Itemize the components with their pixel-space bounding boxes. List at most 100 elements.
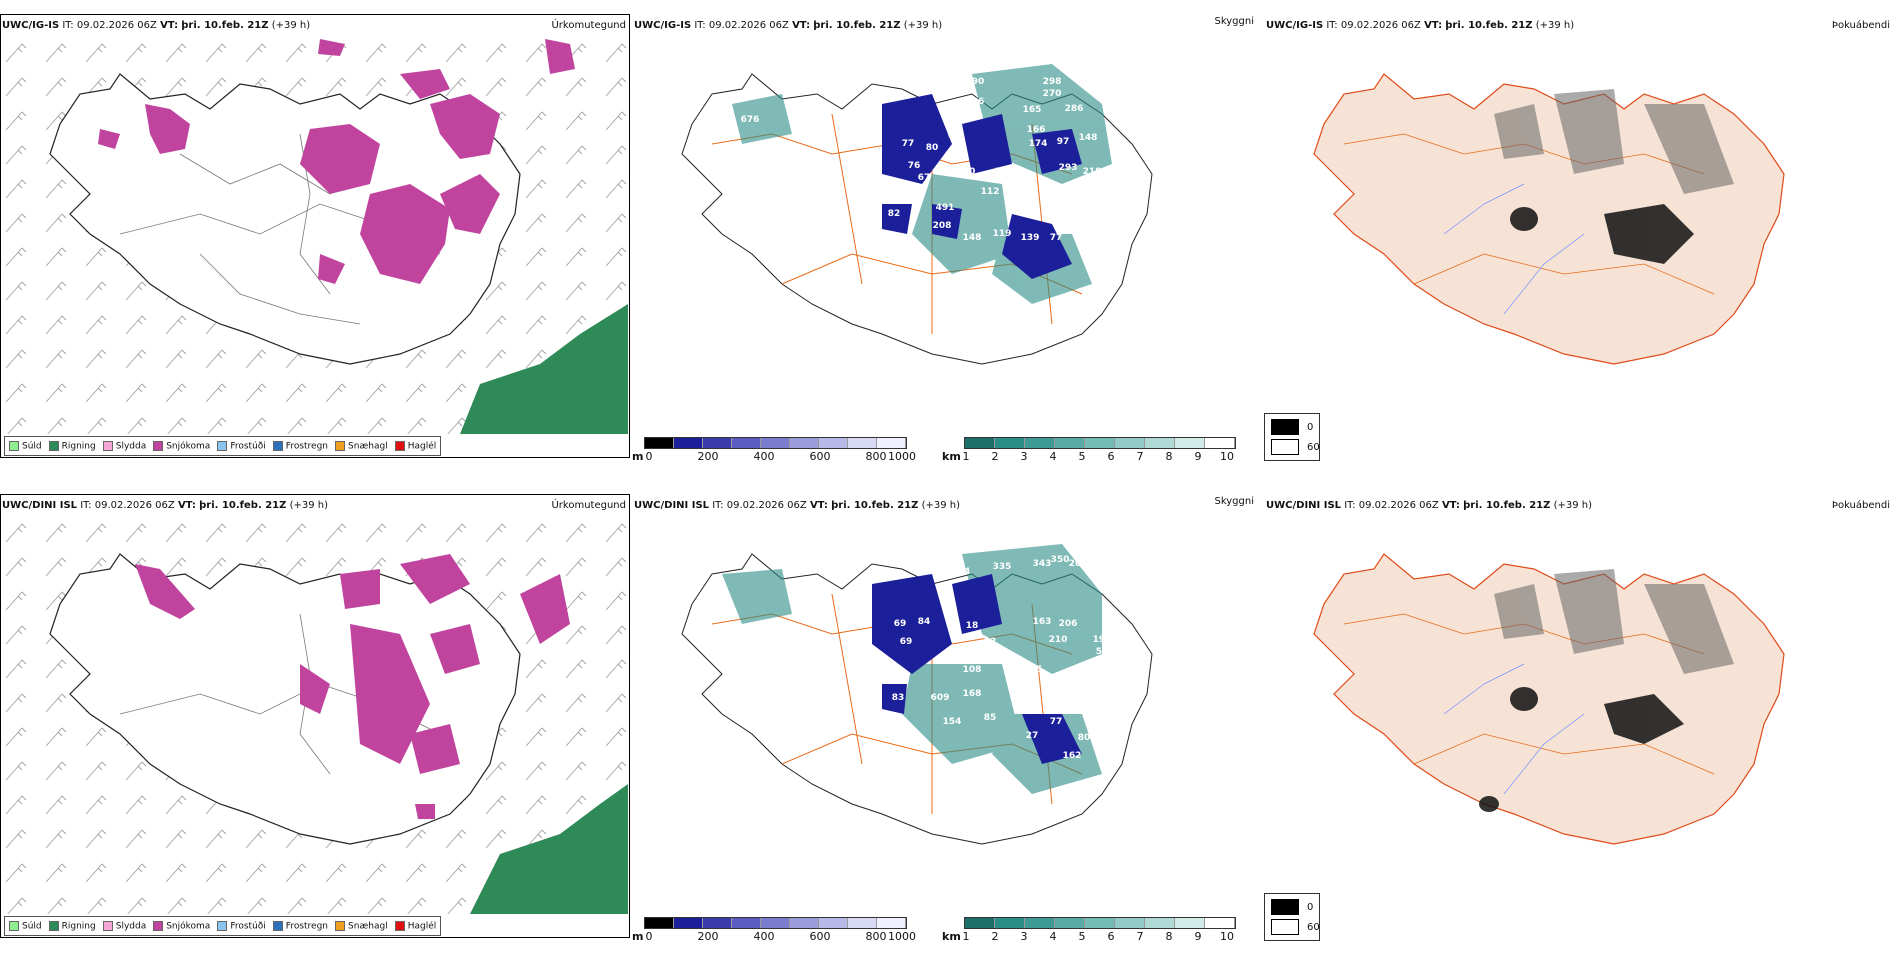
colorbar-tick: 5	[1078, 930, 1086, 943]
cloud-base-label: 69	[948, 131, 961, 141]
cloud-base-label: 77	[1050, 233, 1063, 243]
panel-title: Úrkomutegund	[551, 500, 626, 511]
cloud-base-label: 270	[1043, 89, 1062, 99]
cloud-base-label: 174	[1029, 139, 1048, 149]
cloud-base-label: 90	[972, 77, 985, 87]
cloud-map: 298 270 165 286 90 66 65 72 69 77 80 170…	[681, 64, 1153, 365]
fog-map	[1313, 73, 1785, 365]
colorbar-tick: 200	[697, 930, 719, 943]
legend-item: Snæhagl	[335, 440, 388, 451]
colorbar-tick: 1	[962, 450, 970, 463]
legend-item: Frostregn	[272, 920, 328, 931]
colorbar-tick: 4	[1049, 450, 1057, 463]
fog-shading	[1510, 204, 1694, 264]
cloud-base-label: 293	[1059, 163, 1078, 173]
fog-shading	[1479, 687, 1684, 812]
cloud-base-label: 163	[1033, 617, 1052, 627]
cloud-base-label: 350	[1051, 555, 1070, 565]
panel-header: UWC/DINI ISL IT: 09.02.2026 06Z VT: þri.…	[2, 500, 329, 511]
legend-item: Rigning	[48, 440, 96, 451]
cloud-base-label: 58	[1096, 647, 1109, 657]
panel-header: UWC/DINI ISL IT: 09.02.2026 06Z VT: þri.…	[1266, 500, 1593, 511]
cloud-base-label: 76	[908, 161, 921, 171]
colorbar-tick: 10	[1220, 930, 1234, 943]
panel-title: Skyggni	[1214, 16, 1254, 27]
cloud-base-label: 72	[1046, 213, 1059, 223]
cloud-base-label: 94	[958, 567, 971, 577]
cloud-base-label: 84	[918, 617, 931, 627]
legend-item: Snæhagl	[335, 920, 388, 931]
colorbar-tick: 7	[1136, 450, 1144, 463]
cloud-base-label: 262	[1069, 559, 1088, 569]
colorbar-tick: 5	[1078, 450, 1086, 463]
colorbar-tick: 800	[865, 450, 887, 463]
fog-map	[1313, 553, 1785, 845]
cloud-base-label: 148	[1079, 133, 1098, 143]
legend-item: Haglél	[394, 440, 436, 451]
legend-item: Snjókoma	[153, 440, 210, 451]
legend-item: Slydda	[102, 920, 146, 931]
panel-title: Úrkomutegund	[551, 20, 626, 31]
snow-areas	[135, 554, 570, 819]
legend-item: Frostregn	[272, 440, 328, 451]
fog-legend-min: 60	[1307, 441, 1320, 453]
cloud-panel-dini: UWC/DINI ISL IT: 09.02.2026 06Z VT: þri.…	[632, 494, 1262, 964]
cloud-base-label: 66	[972, 97, 985, 107]
precip-map	[1, 514, 629, 914]
low-cloud-areas	[872, 574, 1082, 764]
legend-item: Súld	[9, 440, 42, 451]
panel-header: UWC/IG-IS IT: 09.02.2026 06Z VT: þri. 10…	[634, 20, 943, 31]
colorbar-tick: 3	[1020, 450, 1028, 463]
colorbar-tick: 7	[1136, 930, 1144, 943]
precip-map	[1, 34, 629, 434]
cloud-base-label: 154	[943, 717, 962, 727]
panel-header: UWC/DINI ISL IT: 09.02.2026 06Z VT: þri.…	[634, 500, 961, 511]
cloud-base-label: 208	[933, 221, 952, 231]
cloud-base-label: 77	[1050, 717, 1063, 727]
legend-item: Súld	[9, 920, 42, 931]
cloud-base-label: 166	[1027, 125, 1046, 135]
colorbar-tick: 4	[1049, 930, 1057, 943]
cloud-base-label: 77	[902, 139, 915, 149]
legend-item: Frostúði	[217, 440, 266, 451]
cloud-base-label: 72	[948, 119, 961, 129]
colorbar-tick: 600	[809, 930, 831, 943]
panel-header: UWC/IG-IS IT: 09.02.2026 06Z VT: þri. 10…	[2, 20, 311, 31]
colorbar-tick: 1	[962, 930, 970, 943]
cloud-base-label: 139	[1021, 233, 1040, 243]
rain-area	[470, 784, 628, 914]
cloud-base-label: 25	[1062, 685, 1075, 695]
cloud-base-label: 112	[981, 187, 1000, 197]
legend-item: Slydda	[102, 440, 146, 451]
cloud-base-label: 35	[1030, 665, 1043, 675]
colorbar-unit: m	[632, 450, 644, 463]
colorbar-tick: 600	[809, 450, 831, 463]
cloud-base-label: 168	[963, 689, 982, 699]
colorbar-tick: 6	[1107, 930, 1115, 943]
fog-shading	[1494, 89, 1734, 194]
fog-shading	[1494, 569, 1734, 674]
colorbar-tick: 2	[991, 930, 999, 943]
cloud-base-label: 80	[1078, 733, 1091, 743]
cloud-base-label: 108	[963, 665, 982, 675]
cloud-base-label: 343	[1033, 559, 1052, 569]
colorbar-tick: 10	[1220, 450, 1234, 463]
cloud-base-label: 158	[995, 167, 1014, 177]
legend-item: Frostúði	[217, 920, 266, 931]
cloud-base-label: 116	[853, 685, 872, 695]
panel-title: Þokuábendi	[1831, 20, 1890, 31]
colorbar-tick: 8	[1165, 930, 1173, 943]
cloud-base-label: 609	[931, 693, 950, 703]
cloud-base-label: 70	[1050, 675, 1063, 685]
snow-areas	[98, 39, 575, 284]
cloud-base-label: 13	[1072, 707, 1085, 717]
panel-title: Skyggni	[1214, 496, 1254, 507]
fog-legend-min: 60	[1307, 921, 1320, 933]
panel-header: UWC/IG-IS IT: 09.02.2026 06Z VT: þri. 10…	[1266, 20, 1575, 31]
cloud-base-label: 80	[926, 143, 939, 153]
fog-legend-max: 0	[1307, 421, 1314, 433]
precip-panel-ig: UWC/IG-IS IT: 09.02.2026 06Z VT: þri. 10…	[0, 14, 630, 484]
cloud-base-label: 18	[966, 621, 979, 631]
cloud-base-label: 52	[984, 637, 997, 647]
cloud-base-label: 85	[984, 713, 997, 723]
